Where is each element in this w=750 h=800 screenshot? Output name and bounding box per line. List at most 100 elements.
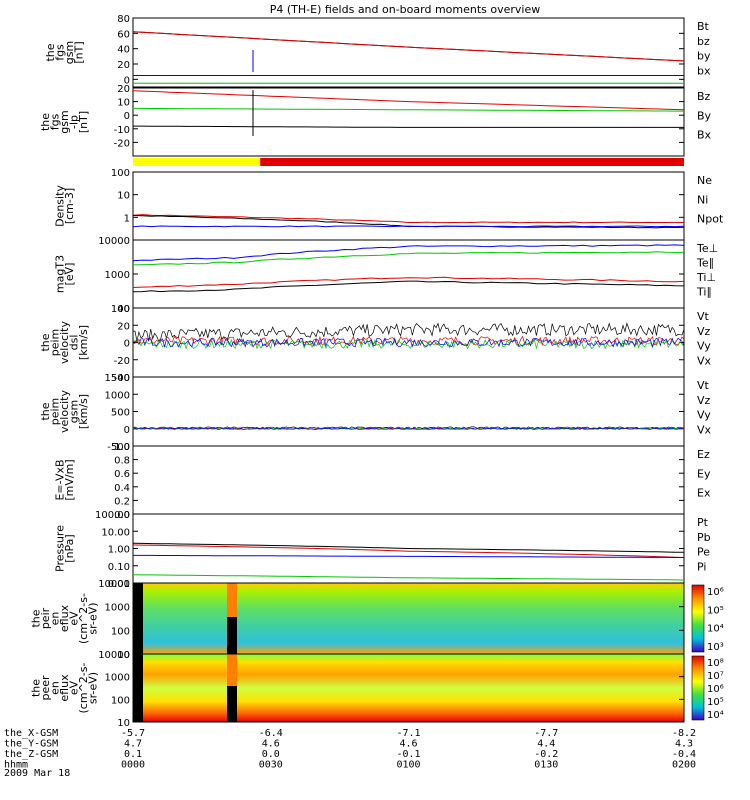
panel-7: 1.0 0.8 0.6 0.4 0.2 0.0 E=-VxB[mV/m] Ez Ey Ex [53,442,711,521]
legend-label: Pe [697,546,710,559]
y-tick-label: 1000 [105,673,130,684]
footer-row-label: the_Z-GSM [4,749,58,760]
legend-label: Vz [697,394,711,407]
data-gap [227,686,237,722]
colorbar-tick-label: 10³ [707,642,724,653]
y-tick-label: 0 [124,75,130,86]
colorbar-tick-label: 10⁴ [707,710,724,721]
footer-value: -7.1 [396,728,420,739]
y-axis-label: E=-VxB [53,459,66,500]
legend-label: Npot [697,213,724,226]
y-axis-label: magT3 [53,255,66,293]
series-line [132,276,685,288]
y-tick-label: 1500 [105,373,130,384]
legend-label: Pb [697,531,711,544]
y-axis-label: the [30,679,43,697]
panel-frame [132,445,685,515]
y-axis-label: eV [68,611,81,626]
footer-value: -8.2 [672,728,696,739]
legend-label: Vz [697,325,711,338]
y-axis-label: gsm [58,110,71,133]
legend-label: Vy [697,409,711,422]
y-axis-label: the [39,113,52,131]
panels: 806040200thefgsgsm[nT]Btbzbybx20100-10-2… [30,14,724,729]
legend-label: By [697,109,712,122]
y-tick-label: -10 [114,125,130,136]
panel-frame [132,171,685,241]
y-axis-label: dsl [68,335,81,351]
y-axis-label: peir [39,607,52,629]
spectrogram-fill [143,654,684,722]
footer-value: -0.4 [672,749,696,760]
footer-value: 0000 [121,760,145,771]
colorbar-tick-label: 10⁵ [707,605,724,616]
footer-value: 0.1 [124,749,142,760]
y-tick-label: 0.01 [108,579,130,590]
footer-row-label: the_X-GSM [4,728,58,739]
y-tick-label: -40 [114,373,130,384]
y-axis-label: the [30,609,43,627]
series-line [132,225,685,228]
y-axis-label: gsm [68,400,81,423]
colorbar [691,584,705,653]
legend-label: Ey [697,467,711,480]
panel-2 [133,158,684,166]
y-axis-label: peim [49,329,62,357]
footer-row-label: hhmm [4,760,28,771]
footer-value: 4.7 [124,739,142,750]
series-line [132,214,685,224]
status-bar-segment [133,158,261,166]
y-axis-label: sr-eV) [87,672,100,704]
y-tick-label: 100.00 [95,510,130,521]
y-tick-label: 10000 [98,579,130,590]
footer-value: -6.4 [259,728,283,739]
legend-label: Vx [697,354,712,367]
legend-label: bz [697,35,710,48]
footer-value: 0130 [534,760,558,771]
y-tick-label: 10 [117,650,130,661]
legend-label: Vy [697,340,711,353]
series-line [132,337,685,348]
legend-label: Ex [697,487,711,500]
legend-label: Vt [697,310,710,323]
data-gap [133,654,143,722]
panel-6: 1500 1000 500 0 -500 thepeimvelocitygsm[km/s]… [39,373,712,453]
legend-label: Te⊥ [696,242,718,255]
footer-value: 0.0 [262,749,280,760]
panel-frame [132,653,685,723]
y-tick-label: 0.2 [114,496,130,507]
y-tick-label: 100 [111,626,130,637]
y-tick-label: 0 [124,339,130,350]
y-tick-label: 60 [117,29,130,40]
y-tick-label: 0 [124,111,130,122]
colorbar-tick-label: 10⁷ [707,671,724,682]
y-tick-label: -20 [114,356,130,367]
y-tick-label: 10 [117,191,130,202]
data-gap [133,583,143,654]
y-axis-label: peim [49,398,62,426]
panel-9: 10⁶ 10⁵ 10⁴ 10³ 10000 1000 100 10 thepeireneflux… [30,579,724,661]
y-tick-label: 20 [117,321,130,332]
footer-value: -5.7 [121,728,145,739]
y-axis-label: eflux [58,604,71,632]
series-line [133,125,684,128]
footer-row-label: the_Y-GSM [4,739,58,750]
y-tick-label: 1000 [105,390,130,401]
panel-frame [132,239,685,309]
y-axis-label: [nT] [72,41,85,63]
y-axis-label: the [39,402,52,420]
y-axis-label: the [44,43,57,61]
footer-value: -0.1 [396,749,420,760]
series-line [132,322,685,342]
y-tick-label: 1.00 [108,545,130,556]
legend-label: bx [697,64,711,77]
legend-label: by [697,50,711,63]
series-line [132,31,685,62]
series-line [132,280,685,293]
y-tick-label: 0 [124,425,130,436]
y-tick-label: 0.10 [108,562,130,573]
y-axis-label: en [49,612,62,626]
